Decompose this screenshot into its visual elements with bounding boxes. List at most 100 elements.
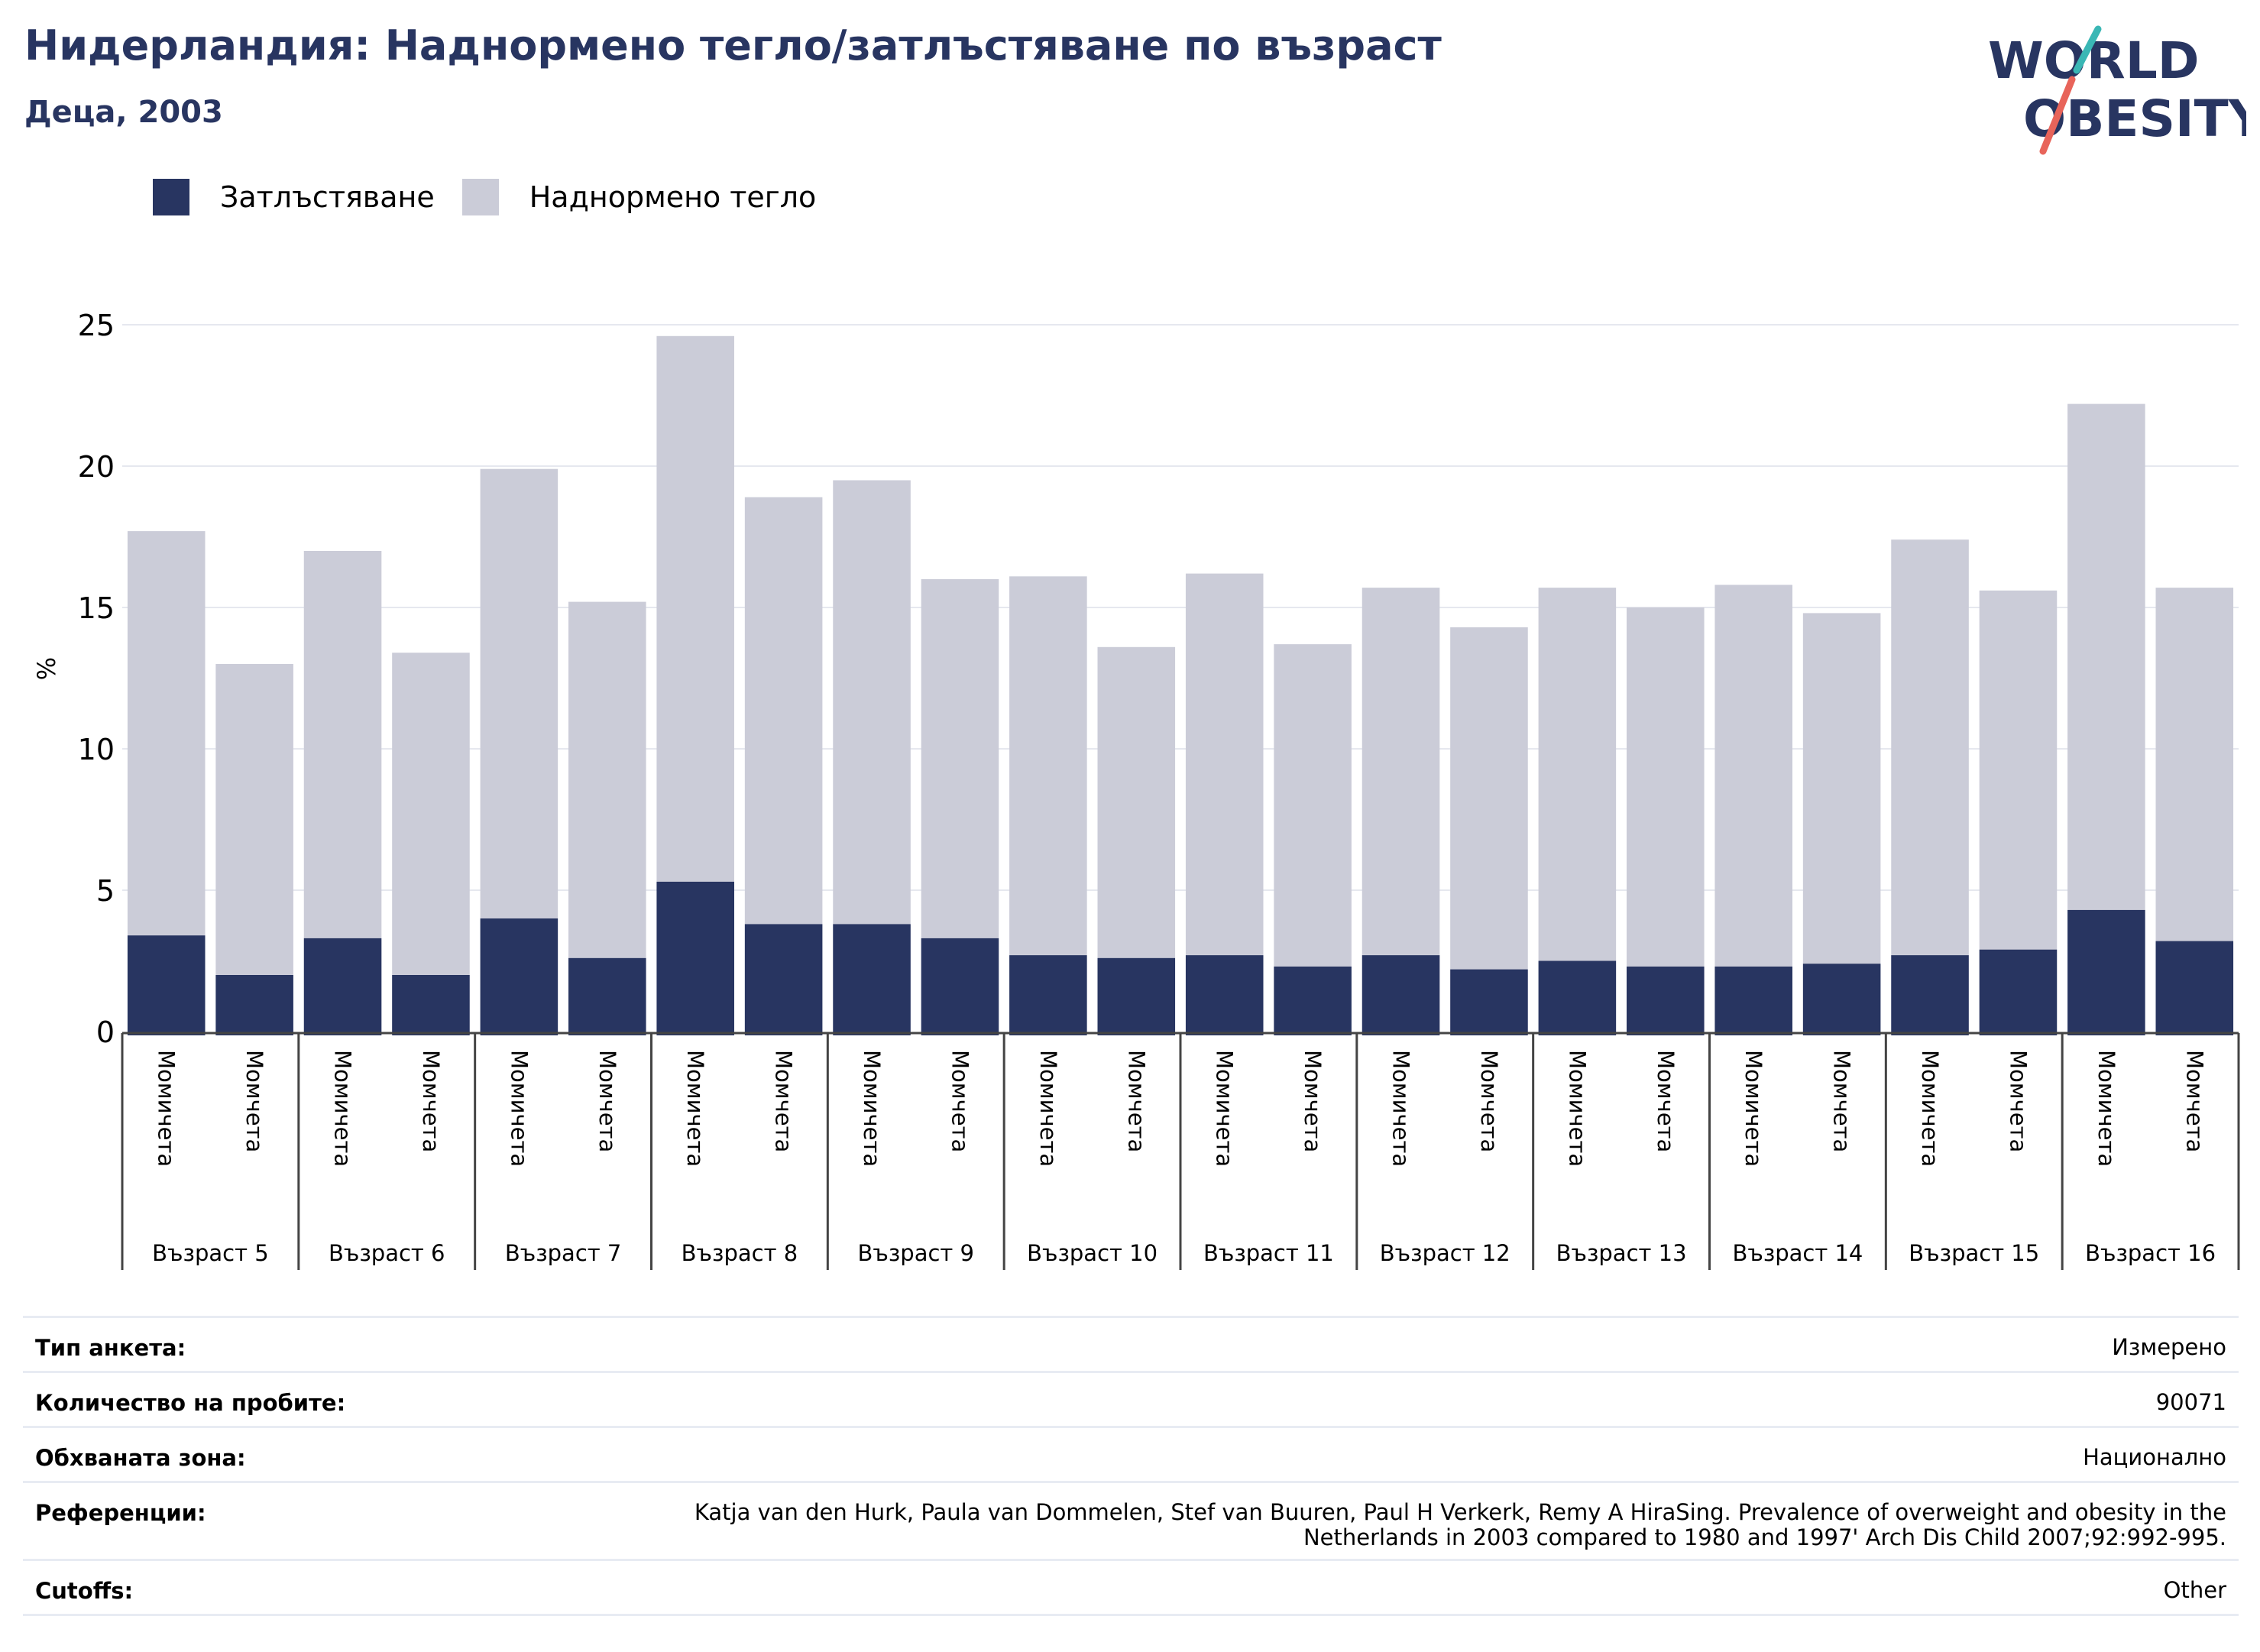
bar-obesity (1362, 955, 1440, 1035)
x-group-label: Възраст 8 (682, 1240, 798, 1266)
cutoffs-label: Cutoffs: (35, 1578, 134, 1604)
sample-size-value: 90071 (2155, 1389, 2226, 1415)
x-subcategory-label: Момчета (1476, 1050, 1502, 1152)
bar-obesity (833, 924, 911, 1035)
x-subcategory-label: Момичета (859, 1050, 885, 1167)
bar-obesity (1891, 955, 1969, 1035)
x-subcategory-label: Момичета (1388, 1050, 1414, 1167)
references-line2: Netherlands in 2003 compared to 1980 and… (1303, 1524, 2226, 1550)
bar-overweight (1802, 613, 1881, 964)
bar-obesity (2155, 941, 2234, 1035)
x-subcategory-label: Момичета (1917, 1050, 1943, 1167)
y-tick-label: 0 (96, 1015, 115, 1049)
x-subcategory-label: Момчета (2181, 1050, 2207, 1152)
bar-overweight (1450, 627, 1528, 970)
survey-type-value: Измерено (2112, 1334, 2226, 1360)
bar-overweight (1891, 539, 1969, 956)
bar-overweight (1185, 573, 1264, 956)
x-group-label: Възраст 5 (152, 1240, 269, 1266)
x-axis: Момичета Момчета Възраст 5 Момичета Момчета В… (121, 1032, 2240, 1270)
bar-obesity (1097, 957, 1176, 1035)
x-group-label: Възраст 6 (329, 1240, 445, 1266)
legend-swatch-obesity (153, 179, 189, 215)
bar-obesity (1802, 964, 1881, 1035)
x-subcategory-label: Момичета (154, 1050, 180, 1167)
bar-obesity (1009, 955, 1087, 1035)
x-group-label: Възраст 14 (1732, 1240, 1863, 1266)
gridlines (122, 324, 2239, 891)
bar-obesity (303, 938, 382, 1035)
cutoffs-value: Other (2163, 1577, 2226, 1603)
bar-overweight (833, 480, 911, 925)
y-tick-label: 15 (78, 591, 115, 625)
bar-overweight (1274, 644, 1352, 967)
references-line1: Katja van den Hurk, Paula van Dommelen, … (694, 1499, 2226, 1525)
legend-swatch-overweight (461, 179, 499, 215)
bar-overweight (2067, 403, 2145, 910)
sample-size-label: Количество на пробите: (35, 1390, 346, 1416)
bar-overweight (1362, 588, 1440, 956)
bar-obesity (480, 918, 559, 1035)
area-label: Обхваната зона: (35, 1445, 246, 1471)
x-group-label: Възраст 9 (858, 1240, 975, 1266)
x-subcategory-label: Момчета (594, 1050, 620, 1152)
bar-overweight (744, 497, 823, 925)
bar-obesity (1450, 969, 1528, 1035)
x-subcategory-label: Момичета (1035, 1050, 1061, 1167)
info-row-references: Референции: Katja van den Hurk, Paula va… (23, 1481, 2239, 1559)
y-tick-label: 20 (78, 450, 115, 484)
y-axis-label: % (32, 657, 61, 680)
x-subcategory-label: Момчета (947, 1050, 973, 1152)
x-group-label: Възраст 15 (1909, 1240, 2039, 1266)
bar-obesity (744, 924, 823, 1035)
x-subcategory-label: Момичета (1564, 1050, 1590, 1167)
info-row-area: Обхваната зона: Национално (23, 1426, 2239, 1481)
bar-overweight (1538, 588, 1617, 961)
info-table: Тип анкета: Измерено Количество на проби… (23, 1316, 2239, 1616)
legend-label-overweight: Наднормено тегло (529, 180, 817, 214)
y-tick-label: 5 (96, 874, 115, 908)
x-subcategory-label: Момичета (2093, 1050, 2119, 1167)
bar-obesity (215, 975, 293, 1035)
legend-label-obesity: Затлъстяване (220, 180, 435, 214)
x-subcategory-label: Момчета (1300, 1050, 1326, 1152)
x-subcategory-label: Момчета (1829, 1050, 1855, 1152)
bars (127, 335, 2234, 1035)
bar-obesity (1979, 949, 2058, 1035)
bar-overweight (656, 335, 734, 882)
references-label: Референции: (35, 1500, 206, 1526)
bar-obesity (127, 935, 206, 1035)
bar-obesity (1627, 966, 1705, 1035)
info-row-survey-type: Тип анкета: Измерено (23, 1316, 2239, 1371)
bar-overweight (480, 468, 559, 918)
chart-legend: Затлъстяване Наднормено тегло (153, 174, 843, 220)
bar-obesity (1185, 955, 1264, 1035)
area-value: Национално (2083, 1444, 2226, 1470)
bar-overweight (1627, 607, 1705, 967)
references-value: Katja van den Hurk, Paula van Dommelen, … (695, 1483, 2226, 1559)
x-group-label: Възраст 7 (505, 1240, 622, 1266)
x-group-label: Възраст 11 (1203, 1240, 1334, 1266)
bar-obesity (1714, 966, 1792, 1035)
x-subcategory-label: Момичета (506, 1050, 532, 1167)
y-tick-label: 25 (78, 309, 115, 342)
world-obesity-logo: WORLD OBESITY (1988, 25, 2246, 155)
chart-subtitle: Деца, 2003 (24, 95, 223, 130)
bar-overweight (215, 664, 293, 975)
x-group-label: Възраст 16 (2085, 1240, 2216, 1266)
bar-obesity (1538, 960, 1617, 1035)
legend-item-obesity: Затлъстяване (153, 179, 435, 215)
x-subcategory-label: Момичета (1212, 1050, 1238, 1167)
x-subcategory-label: Момчета (1653, 1050, 1679, 1152)
bar-overweight (1097, 646, 1176, 958)
bar-obesity (2067, 909, 2145, 1035)
info-row-sample-size: Количество на пробите: 90071 (23, 1371, 2239, 1426)
bar-obesity (656, 881, 734, 1035)
x-subcategory-label: Момичета (1740, 1050, 1766, 1167)
bar-obesity (392, 975, 470, 1035)
bar-overweight (921, 579, 999, 938)
bar-obesity (568, 957, 646, 1035)
x-subcategory-label: Момчета (771, 1050, 797, 1152)
bar-overweight (303, 551, 382, 938)
